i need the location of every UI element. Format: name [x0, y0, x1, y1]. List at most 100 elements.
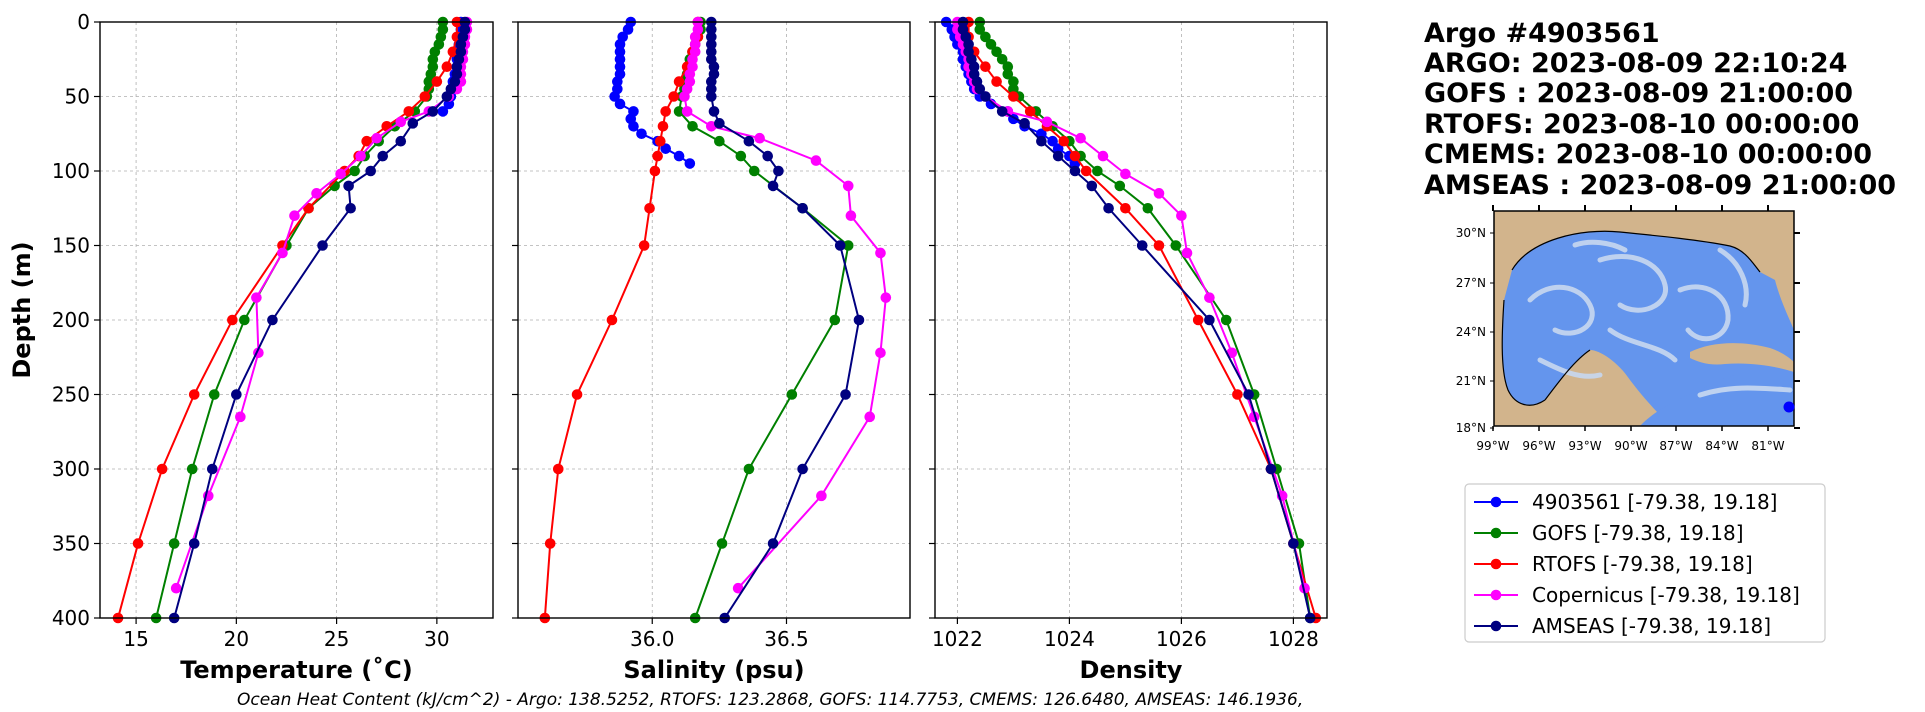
x-tick-label: 25 [324, 627, 349, 651]
rtofs-legend-marker [1490, 558, 1502, 570]
amseas-data-point [231, 389, 242, 400]
gofs-legend-label: GOFS [-79.38, 19.18] [1532, 521, 1744, 545]
amseas-data-point [706, 91, 717, 102]
amseas-data-point [377, 150, 389, 162]
copernicus-data-point [875, 347, 886, 359]
rtofs-data-point [1069, 150, 1081, 162]
header-block: Argo #4903561 ARGO: 2023-08-09 22:10:24 … [1424, 18, 1896, 201]
gofs-legend-marker [1490, 527, 1502, 539]
rtofs-data-point [638, 240, 650, 251]
copernicus-data-point [842, 180, 854, 192]
gofs-data-point [1114, 180, 1126, 192]
copernicus-data-point [1176, 210, 1187, 221]
amseas-data-point [968, 61, 980, 72]
copernicus-data-point [810, 155, 822, 166]
amseas-data-point [743, 135, 755, 147]
map-lon-label: 99°W [1476, 439, 1509, 453]
gofs-data-point [1008, 83, 1019, 95]
copernicus-data-point [754, 132, 765, 144]
amseas-data-point [1069, 165, 1081, 177]
header-line: AMSEAS : 2023-08-09 21:00:00 [1424, 170, 1896, 201]
amseas-data-point [767, 538, 779, 549]
y-tick-label: 100 [52, 159, 90, 183]
gofs-data-point [186, 463, 198, 475]
map-lon-label: 84°W [1705, 439, 1738, 453]
copernicus-data-point [1075, 132, 1086, 144]
amseas-data-point [706, 31, 717, 43]
rtofs-data-point [660, 106, 671, 117]
gofs-data-point [673, 106, 685, 117]
map-ocean-caribbean [1640, 365, 1794, 426]
argo-data-point [614, 46, 626, 58]
map-cuba [1690, 343, 1794, 372]
copernicus-data-point [732, 582, 744, 594]
amseas-data-point [455, 39, 467, 50]
rtofs-data-point [188, 389, 200, 400]
map-florida [1740, 211, 1794, 278]
argo-data-point [614, 53, 626, 65]
gofs-data-point [427, 53, 439, 65]
copernicus-data-point [355, 150, 366, 162]
header-line: ARGO: 2023-08-09 22:10:24 [1424, 48, 1847, 79]
argo-data-point [612, 76, 623, 87]
map-lat-label: 21°N [1456, 374, 1486, 388]
map-frame [1493, 210, 1795, 427]
amseas-data-point [762, 150, 773, 162]
rtofs-data-point [980, 61, 991, 72]
y-tick-label: 400 [52, 606, 90, 630]
y-tick-label: 300 [52, 457, 90, 481]
gofs-data-point [786, 389, 798, 400]
amseas-data-point [963, 39, 974, 50]
gofs-data-point [842, 240, 854, 251]
map-current-swirl [1537, 357, 1603, 379]
header-line: GOFS : 2023-08-09 21:00:00 [1424, 78, 1853, 109]
gofs-data-point [714, 135, 725, 147]
rtofs-data-point [1058, 135, 1070, 147]
map-current-swirl [1697, 385, 1793, 398]
map-lat-label: 18°N [1456, 421, 1486, 435]
amseas-data-point [840, 389, 851, 400]
rtofs-data-point [544, 538, 556, 549]
amseas-data-point [267, 314, 278, 326]
rtofs-data-point [132, 538, 144, 549]
amseas-data-point [365, 165, 376, 177]
amseas-data-point [1086, 180, 1098, 192]
amseas-data-point [708, 106, 720, 117]
gofs-data-point [829, 314, 841, 326]
gofs-data-point [748, 165, 760, 177]
inset-map: 30°N 27°N 24°N 21°N 18°N 99°W 96°W 93°W 90°W 87°W… [1456, 205, 1800, 453]
y-axis-title: Depth (m) [8, 241, 36, 378]
rtofs-data-point [227, 314, 238, 326]
amseas-data-point [853, 314, 865, 326]
map-current-swirl [1572, 239, 1628, 253]
map-lat-label: 27°N [1456, 276, 1486, 290]
rtofs-data-point [1024, 106, 1036, 117]
amseas-data-point [797, 202, 808, 214]
amseas-data-point [708, 61, 720, 72]
copernicus-data-point [235, 411, 246, 423]
gofs-data-point [985, 39, 997, 50]
rtofs-data-point [447, 46, 459, 58]
amseas-data-point [1019, 118, 1030, 129]
y-tick-label: 150 [52, 234, 90, 258]
copernicus-data-point [170, 582, 182, 594]
gofs-data-point [980, 31, 991, 43]
rtofs-data-point [668, 91, 680, 102]
header-line: RTOFS: 2023-08-10 00:00:00 [1424, 109, 1859, 140]
argo-data-point [437, 106, 449, 117]
map-coastline [1511, 230, 1761, 273]
amseas-data-point [427, 106, 439, 117]
map-lon-label: 96°W [1522, 439, 1555, 453]
amseas-data-point [974, 83, 986, 95]
gofs-data-point [974, 24, 986, 35]
amseas-data-point [1103, 202, 1114, 214]
rtofs-data-point [644, 202, 655, 214]
amseas-data-point [706, 83, 717, 95]
copernicus-data-point [689, 39, 701, 50]
amseas-data-point [188, 538, 200, 549]
amseas-data-point [1243, 389, 1254, 400]
argo-position-marker [1783, 401, 1795, 413]
copernicus-data-point [311, 188, 322, 199]
amseas-data-point [1204, 314, 1215, 326]
argo-data-point [636, 128, 647, 140]
